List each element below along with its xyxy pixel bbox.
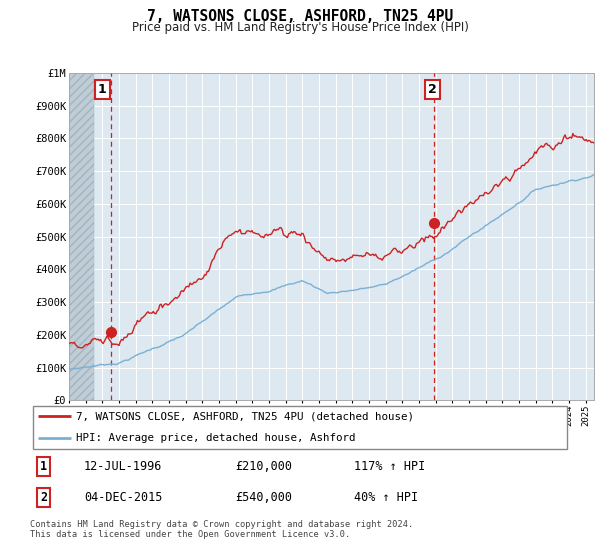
Text: 117% ↑ HPI: 117% ↑ HPI (354, 460, 425, 473)
Text: 7, WATSONS CLOSE, ASHFORD, TN25 4PU: 7, WATSONS CLOSE, ASHFORD, TN25 4PU (147, 9, 453, 24)
Text: 1: 1 (98, 83, 107, 96)
Text: Price paid vs. HM Land Registry's House Price Index (HPI): Price paid vs. HM Land Registry's House … (131, 21, 469, 34)
Text: 1: 1 (40, 460, 47, 473)
Text: 12-JUL-1996: 12-JUL-1996 (84, 460, 163, 473)
Text: 40% ↑ HPI: 40% ↑ HPI (354, 491, 418, 504)
Text: 04-DEC-2015: 04-DEC-2015 (84, 491, 163, 504)
Text: £210,000: £210,000 (235, 460, 292, 473)
Text: 7, WATSONS CLOSE, ASHFORD, TN25 4PU (detached house): 7, WATSONS CLOSE, ASHFORD, TN25 4PU (det… (76, 412, 414, 421)
Text: £540,000: £540,000 (235, 491, 292, 504)
Text: HPI: Average price, detached house, Ashford: HPI: Average price, detached house, Ashf… (76, 433, 355, 443)
Text: Contains HM Land Registry data © Crown copyright and database right 2024.
This d: Contains HM Land Registry data © Crown c… (30, 520, 413, 539)
Bar (69, 73, 94, 400)
Text: 2: 2 (428, 83, 437, 96)
FancyBboxPatch shape (33, 406, 567, 450)
Text: 2: 2 (40, 491, 47, 504)
